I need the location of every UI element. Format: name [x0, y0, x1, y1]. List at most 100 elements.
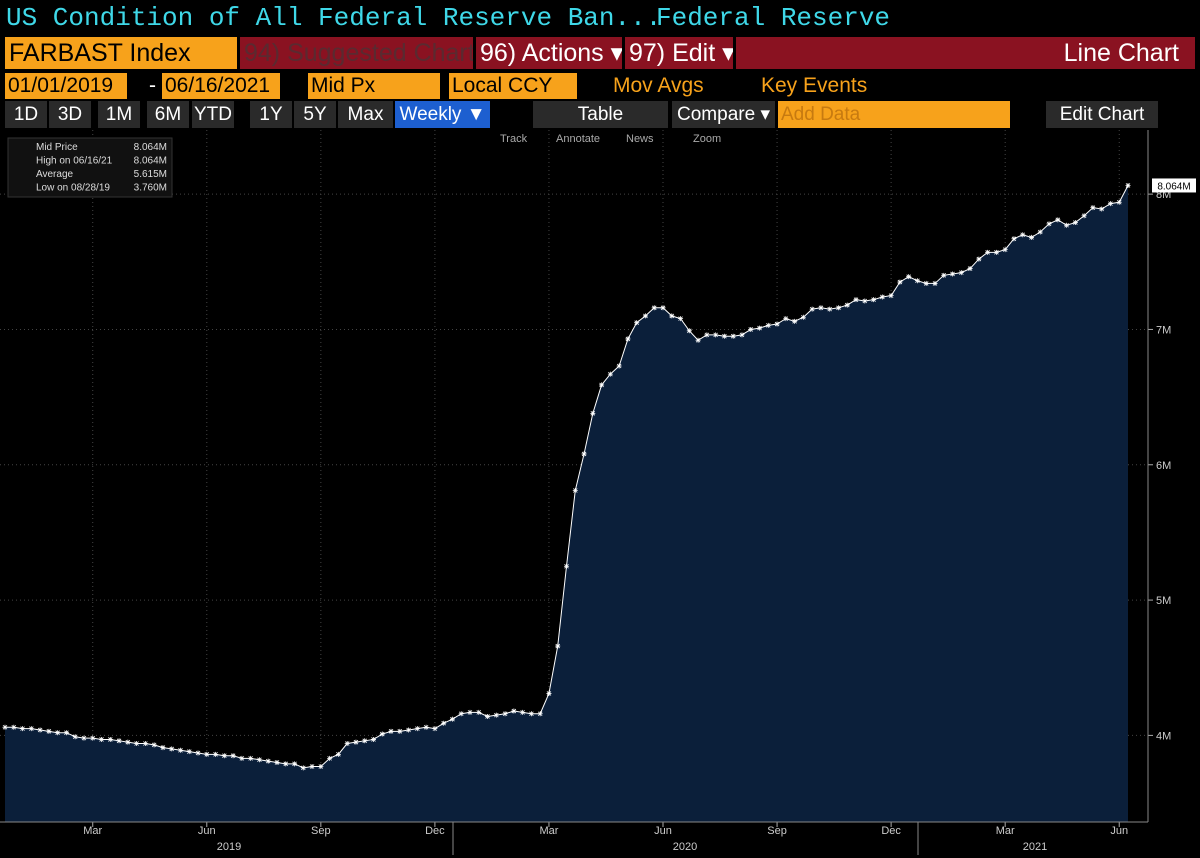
x-tick-label: Mar	[83, 825, 102, 837]
point-marker	[923, 280, 929, 286]
source: Federal Reserve	[656, 3, 891, 33]
point-marker	[493, 712, 499, 718]
period-button[interactable]: 5Y	[294, 101, 336, 128]
edit-chart[interactable]: Edit Chart	[1046, 101, 1158, 128]
point-marker	[827, 306, 833, 312]
point-marker	[134, 741, 140, 747]
field-select[interactable]: Mid Px	[308, 73, 440, 99]
frequency[interactable]: Weekly ▼	[395, 101, 490, 128]
point-marker	[177, 747, 183, 753]
actions-menu[interactable]: 96) Actions ▾	[476, 37, 622, 69]
point-marker	[546, 690, 552, 696]
point-marker	[213, 751, 219, 757]
point-marker	[169, 746, 175, 752]
chart-tool[interactable]: Zoom	[693, 133, 721, 145]
point-marker	[116, 738, 122, 744]
point-marker	[1037, 229, 1043, 235]
point-marker	[335, 751, 341, 757]
point-marker	[941, 272, 947, 278]
point-marker	[871, 297, 877, 303]
point-marker	[37, 727, 43, 733]
point-marker	[1046, 221, 1052, 227]
point-marker	[897, 279, 903, 285]
point-marker	[642, 313, 648, 319]
point-marker	[835, 305, 841, 311]
point-marker	[379, 731, 385, 737]
point-marker	[151, 742, 157, 748]
end-date[interactable]: 06/16/2021	[162, 73, 280, 99]
chart-tool[interactable]: News	[626, 133, 654, 145]
currency-select[interactable]: Local CCY	[449, 73, 577, 99]
chart-tool[interactable]: Track	[500, 133, 528, 145]
point-marker	[1125, 182, 1131, 188]
add-data[interactable]: Add Data	[778, 101, 1010, 128]
point-marker	[309, 764, 315, 770]
point-marker	[932, 280, 938, 286]
point-marker	[370, 736, 376, 742]
point-marker	[274, 759, 280, 765]
key-events[interactable]: Key Events	[761, 74, 868, 97]
point-marker	[1002, 247, 1008, 253]
period-button[interactable]: 1Y	[250, 101, 292, 128]
point-marker	[590, 410, 596, 416]
point-marker	[46, 728, 52, 734]
table-button[interactable]: Table	[533, 101, 668, 128]
edit-menu[interactable]: 97) Edit ▾	[625, 37, 733, 69]
period-button[interactable]: YTD	[192, 101, 234, 128]
x-tick-label: Jun	[1110, 825, 1128, 837]
period-button[interactable]: 1M	[98, 101, 140, 128]
point-marker	[81, 735, 87, 741]
legend-value: 5.615M	[134, 169, 167, 180]
point-marker	[713, 332, 719, 338]
point-marker	[327, 755, 333, 761]
point-marker	[625, 336, 631, 342]
point-marker	[976, 256, 982, 262]
point-marker	[958, 270, 964, 276]
point-marker	[1116, 199, 1122, 205]
point-marker	[467, 709, 473, 715]
point-marker	[651, 305, 657, 311]
period-button[interactable]: 6M	[147, 101, 189, 128]
year-label: 2021	[1023, 841, 1047, 853]
period-button[interactable]: Max	[338, 101, 393, 128]
point-marker	[195, 750, 201, 756]
point-marker	[107, 736, 113, 742]
point-marker	[757, 325, 763, 331]
point-marker	[555, 643, 561, 649]
x-tick-label: Mar	[996, 825, 1015, 837]
y-tick-label: 6M	[1156, 460, 1171, 472]
point-marker	[256, 757, 262, 763]
compare-button[interactable]: Compare ▾	[672, 101, 775, 128]
point-marker	[581, 451, 587, 457]
point-marker	[318, 764, 324, 770]
point-marker	[748, 326, 754, 332]
point-marker	[572, 487, 578, 493]
point-marker	[221, 753, 227, 759]
period-button[interactable]: 1D	[5, 101, 47, 128]
x-tick-label: Jun	[654, 825, 672, 837]
start-date[interactable]: 01/01/2019	[5, 73, 127, 99]
point-marker	[511, 708, 517, 714]
point-marker	[502, 711, 508, 717]
suggested-charts[interactable]: 94) Suggested Charts	[240, 37, 473, 69]
point-marker	[809, 306, 815, 312]
y-tick-label: 5M	[1156, 595, 1171, 607]
point-marker	[765, 322, 771, 328]
point-marker	[72, 734, 78, 740]
point-marker	[783, 316, 789, 322]
year-label: 2020	[673, 841, 697, 853]
period-button[interactable]: 3D	[49, 101, 91, 128]
point-marker	[660, 305, 666, 311]
point-marker	[950, 271, 956, 277]
ticker-field[interactable]: FARBAST Index	[5, 37, 237, 69]
chart-kind[interactable]: Line Chart	[736, 37, 1195, 69]
point-marker	[967, 266, 973, 272]
point-marker	[449, 716, 455, 722]
date-dash: -	[149, 74, 156, 97]
chart-tool[interactable]: Annotate	[556, 133, 600, 145]
point-marker	[914, 278, 920, 284]
point-marker	[853, 297, 859, 303]
point-marker	[906, 274, 912, 280]
point-marker	[669, 313, 675, 319]
mov-avgs[interactable]: Mov Avgs	[613, 74, 704, 97]
